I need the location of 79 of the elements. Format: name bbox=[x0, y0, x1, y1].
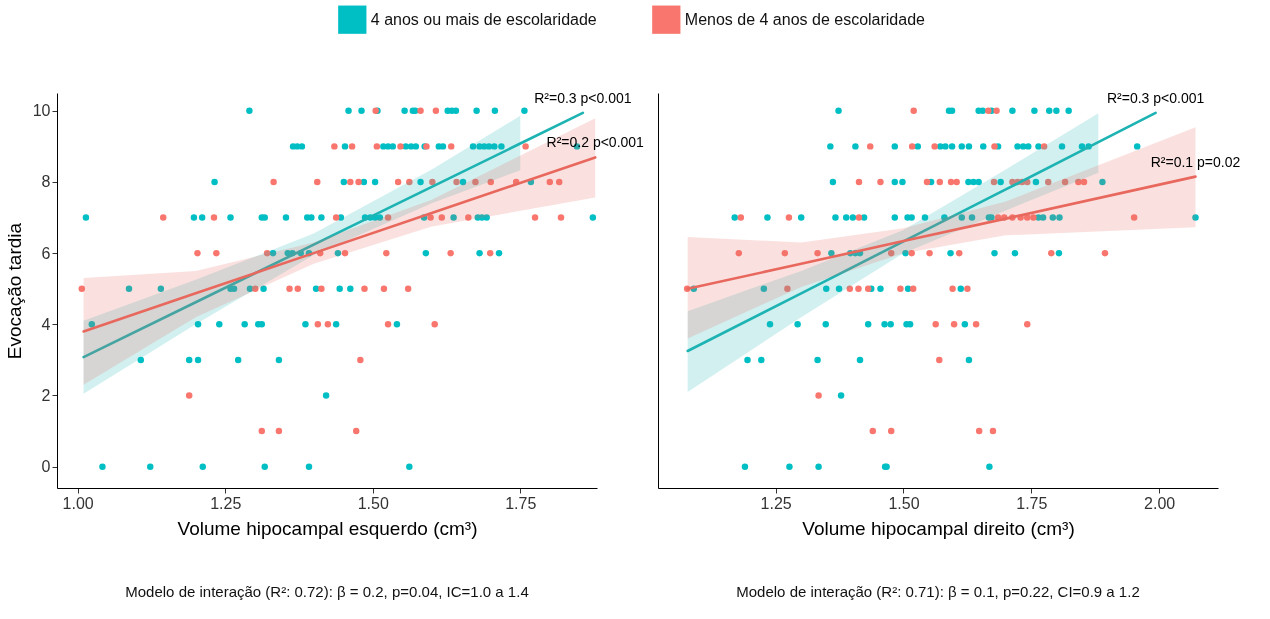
x-tick-label: 1.00 bbox=[62, 494, 94, 512]
point bbox=[159, 214, 167, 221]
y-tick-label: 4 bbox=[41, 315, 51, 333]
point bbox=[404, 285, 412, 292]
point bbox=[447, 249, 454, 257]
text: Modelo de interação (R²: 0.72): β = 0.2, p=0.04, IC=1.0 a 1.4 bbox=[125, 583, 529, 600]
point bbox=[294, 285, 302, 292]
point bbox=[270, 178, 277, 186]
y-tick-label: 2 bbox=[41, 386, 51, 404]
line-series bbox=[82, 156, 597, 333]
x-tick-label: 1.75 bbox=[505, 494, 537, 512]
point bbox=[352, 427, 360, 435]
text: Modelo de interação (R²: 0.71): β = 0.1, p=0.22, CI=0.9 a 1.2 bbox=[736, 583, 1140, 600]
y-axis-title: Evocação tardia bbox=[3, 222, 25, 360]
annotation: R²=0.1 p=0.02 bbox=[1150, 153, 1241, 170]
point bbox=[427, 214, 434, 221]
point bbox=[213, 249, 220, 257]
y-tick-label: 6 bbox=[41, 244, 51, 262]
point bbox=[431, 321, 438, 328]
point bbox=[347, 178, 354, 186]
point bbox=[429, 178, 436, 186]
point bbox=[361, 285, 368, 292]
point bbox=[453, 178, 460, 186]
x-tick-label: 1.75 bbox=[1016, 494, 1048, 512]
point bbox=[447, 143, 455, 150]
point bbox=[314, 321, 322, 328]
annotation: R²=0.3 p<0.001 bbox=[534, 89, 632, 106]
point bbox=[417, 107, 424, 115]
x-axis-title: Volume hipocampal esquerdo (cm³) bbox=[177, 517, 478, 539]
x-tick-label: 1.25 bbox=[210, 494, 242, 512]
x-axis-title: Volume hipocampal direito (cm³) bbox=[802, 517, 1075, 539]
y-tick-label: 10 bbox=[32, 102, 51, 120]
point bbox=[332, 214, 340, 221]
point bbox=[286, 285, 293, 292]
x-tick-label: 1.50 bbox=[888, 494, 920, 512]
point bbox=[432, 107, 440, 115]
point bbox=[373, 143, 381, 150]
point bbox=[348, 143, 356, 150]
point bbox=[341, 249, 349, 257]
point bbox=[383, 249, 390, 257]
point bbox=[384, 214, 392, 221]
x-tick-label: 1.50 bbox=[357, 494, 389, 512]
point bbox=[555, 178, 563, 186]
point bbox=[557, 214, 565, 221]
point bbox=[487, 178, 495, 186]
point bbox=[314, 178, 321, 186]
point bbox=[258, 427, 266, 435]
point bbox=[406, 178, 413, 186]
legend-label: 4 anos ou mais de escolaridade bbox=[370, 10, 597, 28]
point bbox=[472, 178, 479, 186]
point bbox=[263, 249, 271, 257]
point bbox=[324, 321, 332, 328]
x-tick-label: 1.25 bbox=[760, 494, 792, 512]
legend-label: Menos de 4 anos de escolaridade bbox=[684, 10, 926, 28]
point bbox=[210, 214, 218, 221]
x-tick-label: 2.00 bbox=[1144, 494, 1176, 512]
point bbox=[486, 249, 494, 257]
point bbox=[252, 285, 259, 292]
point bbox=[384, 321, 392, 328]
point bbox=[380, 285, 388, 292]
y-tick-label: 0 bbox=[41, 458, 51, 476]
annotation: R²=0.3 p<0.001 bbox=[1106, 89, 1205, 106]
point bbox=[438, 214, 446, 221]
point bbox=[546, 178, 554, 186]
point bbox=[275, 427, 283, 435]
y-tick-label: 8 bbox=[41, 173, 51, 191]
point bbox=[194, 249, 201, 257]
point bbox=[465, 214, 472, 221]
point bbox=[394, 178, 402, 186]
point bbox=[357, 356, 364, 364]
annotation: R²=0.2 p<0.001 bbox=[546, 134, 645, 151]
point bbox=[397, 143, 404, 150]
point bbox=[185, 392, 193, 399]
point bbox=[331, 143, 338, 150]
point bbox=[355, 178, 362, 186]
point bbox=[318, 285, 325, 292]
point bbox=[531, 214, 539, 221]
point bbox=[78, 285, 86, 292]
point bbox=[522, 143, 529, 150]
